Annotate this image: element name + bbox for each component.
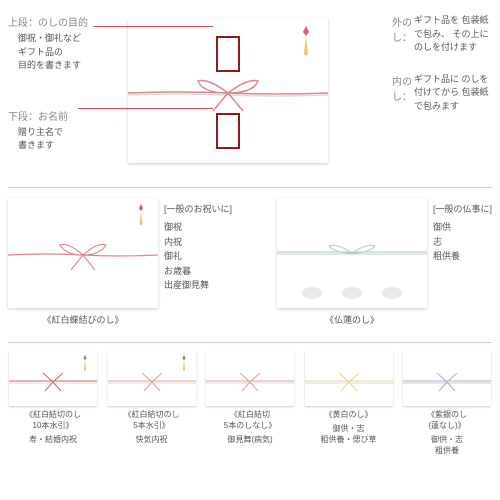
- mizuhiki-knot-icon: [305, 371, 393, 393]
- mizuhiki-knot-icon: [108, 371, 196, 393]
- bottom-card: [9, 351, 97, 406]
- inner-title: 内のし：: [392, 73, 412, 111]
- bottom-sub: 御見舞(病気): [205, 434, 295, 445]
- upper-box-marker: [216, 36, 240, 72]
- bottom-item: 《紅白結切のし 10本水引》寿・結婚内祝: [8, 351, 98, 456]
- lotus-card: [277, 198, 427, 308]
- bottom-title: 《紅白結切 5本のしなし》: [205, 409, 295, 431]
- mid-left-list: [一般のお祝いに] 御祝内祝御礼お歳暮出産御見舞: [158, 198, 232, 292]
- right-labels: 外のし： ギフト品を 包装紙で包み、 その上に のしを付けます 内のし： ギフト…: [392, 14, 492, 113]
- bottom-sub: 御供・志 粗供養: [402, 434, 492, 456]
- bottom-sub: 御供・志 粗供養・偲び草: [304, 423, 394, 445]
- mid-right-caption: 《仏蓮のし》: [277, 313, 427, 326]
- mizuhiki-line-icon: [277, 240, 427, 270]
- bottom-item: 《紅白結切 5本のしなし》御見舞(病気): [205, 351, 295, 456]
- mizuhiki-knot-icon: [9, 371, 97, 393]
- bottom-title: 《紅白結切のし 5本水引》: [107, 409, 197, 431]
- bottom-item: 《黄白のし》御供・志 粗供養・偲び草: [304, 351, 394, 456]
- mizuhiki-knot-icon: [403, 371, 491, 393]
- bottom-title: 《紫銀のし (蓮なし)》: [402, 409, 492, 431]
- noshi-ornament-icon: [136, 204, 146, 226]
- mid-section: 《紅白蝶結びのし》 [一般のお祝いに] 御祝内祝御礼お歳暮出産御見舞 《仏蓮のし…: [8, 188, 492, 343]
- bottom-sub: 快気内祝: [107, 434, 197, 445]
- mid-right-list-title: [一般の仏事に]: [433, 202, 492, 216]
- outer-text: ギフト品を 包装紙で包み、 その上に のしを付けます: [412, 14, 492, 55]
- bottom-item: 《紅白結切のし 5本水引》快気内祝: [107, 351, 197, 456]
- mid-left-list-title: [一般のお祝いに]: [164, 202, 232, 216]
- bottom-card: [403, 351, 491, 406]
- mizuhiki-knot-icon: [206, 371, 294, 393]
- mid-right-list: [一般の仏事に] 御供志粗供養: [427, 198, 492, 264]
- noshi-ornament-icon: [299, 26, 313, 56]
- main-noshi-card: [128, 18, 328, 163]
- mid-right-col: 《仏蓮のし》 [一般の仏事に] 御供志粗供養: [277, 198, 492, 336]
- bottom-sub: 寿・結婚内祝: [8, 434, 98, 445]
- noshi-ornament-icon: [81, 355, 89, 371]
- arrow-upper: [93, 26, 213, 27]
- list-item: 志: [433, 235, 492, 249]
- list-item: 内祝: [164, 235, 232, 249]
- top-section: 上段：のしの目的 御祝・御礼など ギフト品の 目的を書きます 下段：お名前 贈り…: [8, 8, 492, 188]
- noshi-ornament-icon: [180, 355, 188, 371]
- list-item: 出産御見舞: [164, 278, 232, 292]
- mizuhiki-bow-icon: [128, 73, 328, 113]
- list-item: 御礼: [164, 249, 232, 263]
- bottom-section: 《紅白結切のし 10本水引》寿・結婚内祝《紅白結切のし 5本水引》快気内祝《紅白…: [8, 343, 492, 456]
- bottom-title: 《黄白のし》: [304, 409, 394, 420]
- mid-left-col: 《紅白蝶結びのし》 [一般のお祝いに] 御祝内祝御礼お歳暮出産御見舞: [8, 198, 232, 336]
- bottom-title: 《紅白結切のし 10本水引》: [8, 409, 98, 431]
- mid-left-caption: 《紅白蝶結びのし》: [8, 313, 158, 326]
- bottom-card: [305, 351, 393, 406]
- bottom-card: [108, 351, 196, 406]
- bottom-item: 《紫銀のし (蓮なし)》御供・志 粗供養: [402, 351, 492, 456]
- list-item: 御供: [433, 220, 492, 234]
- inner-text: ギフト品に のしを付けてから 包装紙で包みます: [412, 73, 492, 114]
- lotus-icon: [287, 278, 417, 303]
- bottom-card: [206, 351, 294, 406]
- upper-text: 御祝・御礼など ギフト品の 目的を書きます: [8, 32, 108, 73]
- list-item: 御祝: [164, 220, 232, 234]
- lower-text: 贈り主名で 書きます: [8, 126, 108, 153]
- lower-title: 下段：お名前: [8, 108, 108, 123]
- lower-box-marker: [216, 113, 240, 149]
- arrow-lower: [78, 108, 213, 109]
- mizuhiki-bow-icon: [8, 238, 158, 273]
- outer-title: 外のし：: [392, 14, 412, 52]
- left-labels: 上段：のしの目的 御祝・御礼など ギフト品の 目的を書きます 下段：お名前 贈り…: [8, 14, 108, 153]
- list-item: お歳暮: [164, 264, 232, 278]
- list-item: 粗供養: [433, 249, 492, 263]
- red-white-bow-card: [8, 198, 158, 308]
